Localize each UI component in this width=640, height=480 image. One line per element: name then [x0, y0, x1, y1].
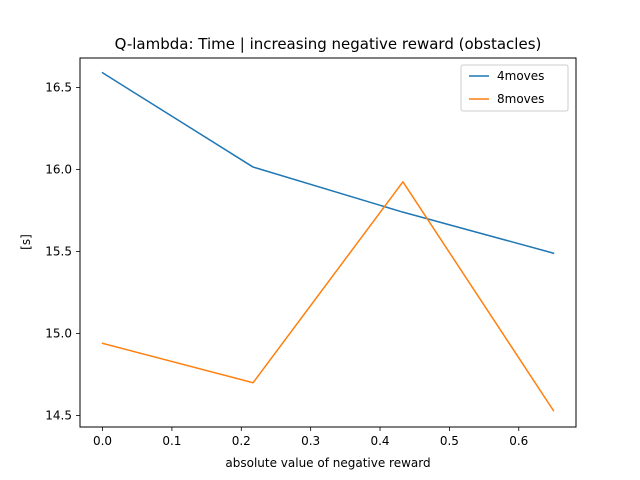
legend: 4moves 8moves: [460, 64, 569, 112]
chart-title: Q-lambda: Time | increasing negative rew…: [115, 35, 542, 53]
x-tick-label: 0.6: [509, 434, 528, 448]
y-tick-label: 16.5: [45, 81, 72, 95]
y-tick-label: 16.0: [45, 163, 72, 177]
y-tick-label: 14.5: [45, 409, 72, 423]
plot-area-frame: [79, 57, 577, 428]
x-axis-label: absolute value of negative reward: [225, 456, 430, 470]
x-tick-label: 0.3: [301, 434, 320, 448]
y-axis-label: [s]: [19, 234, 33, 250]
legend-label-8moves: 8moves: [497, 92, 544, 106]
x-tick-label: 0.4: [370, 434, 389, 448]
y-tick-label: 15.0: [45, 327, 72, 341]
legend-label-4moves: 4moves: [497, 69, 544, 83]
x-tick-label: 0.2: [232, 434, 251, 448]
series-line-4moves: [101, 71, 555, 255]
axes-layer: 0.0 0.1 0.2 0.3 0.4 0.5 0.6 14.5 15.0 15.5 16.0 16.…: [45, 81, 528, 448]
y-tick-label: 15.5: [45, 245, 72, 259]
series-layer: [101, 71, 555, 412]
x-tick-label: 0.0: [93, 434, 112, 448]
x-tick-label: 0.1: [162, 434, 181, 448]
x-tick-label: 0.5: [440, 434, 459, 448]
series-line-8moves: [101, 181, 555, 412]
